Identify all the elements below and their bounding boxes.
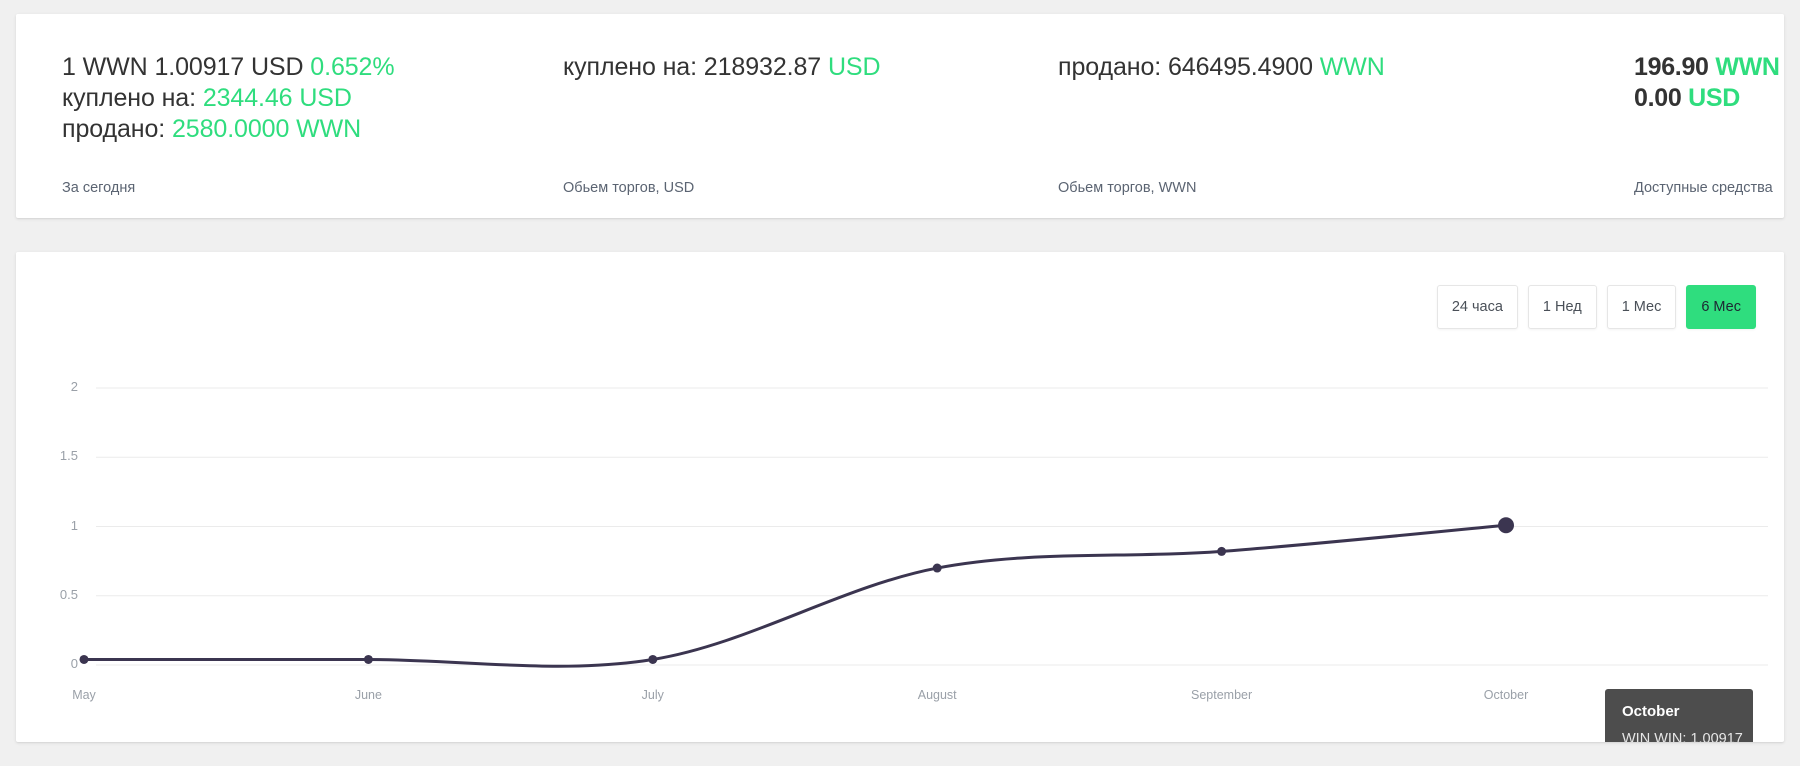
range-button-24h[interactable]: 24 часа [1436, 285, 1518, 329]
stat-today-caption: За сегодня [62, 180, 136, 196]
stat-volume-usd-values: куплено на: 218932.87 USD [563, 52, 1016, 180]
stats-card: 1 WWN 1.00917 USD 0.652% куплено на: 234… [16, 14, 1784, 218]
stat-today-line-3: продано: 2580.0000 WWN [62, 114, 516, 145]
stat-today-line-2: куплено на: 2344.46 USD [62, 83, 516, 114]
chart-data-point[interactable] [648, 654, 658, 664]
price-chart-svg [79, 387, 1768, 668]
chart-data-point[interactable] [79, 654, 89, 664]
y-axis-tick-label: 1 [70, 517, 78, 533]
x-axis-tick-label: August [917, 688, 957, 702]
stat-volume-usd-caption: Обьем торгов, USD [563, 180, 695, 196]
stat-funds-wwn-currency: WWN [1715, 53, 1780, 81]
stat-volume-wwn-caption: Обьем торгов, WWN [1058, 180, 1197, 196]
stat-available-funds: 196.90 WWN 0.00 USD Доступные средства [1516, 14, 1784, 218]
range-button-1week[interactable]: 1 Нед [1527, 285, 1597, 329]
stat-volume-wwn-currency: WWN [1319, 53, 1385, 81]
range-button-1month[interactable]: 1 Мес [1606, 285, 1677, 329]
stat-funds-usd-currency: USD [1688, 84, 1740, 112]
x-axis-tick-label: October [1483, 688, 1529, 702]
y-axis-tick-label: 0 [70, 656, 78, 671]
chart-card: 24 часа 1 Нед 1 Мес 6 Мес 0 0.5 1 1.5 2 May J… [16, 252, 1784, 742]
y-axis-tick-label: 0.5 [59, 586, 78, 602]
stat-today-rate: 1 WWN 1.00917 USD [62, 53, 311, 81]
stat-volume-usd: куплено на: 218932.87 USD Обьем торгов, … [516, 14, 1016, 218]
x-axis-tick-label: June [354, 688, 382, 702]
stat-today-sold-label: продано: [62, 115, 172, 143]
x-axis-tick-label: September [1191, 688, 1253, 702]
stat-volume-usd-currency: USD [827, 53, 881, 81]
chart-tooltip-title: October [1622, 703, 1680, 720]
stat-available-funds-caption: Доступные средства [1634, 180, 1773, 196]
stat-volume-wwn: продано: 646495.4900 WWN Обьем торгов, W… [1016, 14, 1516, 218]
chart-tooltip: October WIN WIN: 1.00917 [1605, 689, 1753, 742]
stat-available-funds-values: 196.90 WWN 0.00 USD [1634, 52, 1784, 180]
stat-volume-wwn-values: продано: 646495.4900 WWN [1058, 52, 1516, 180]
stat-today-line-1: 1 WWN 1.00917 USD 0.652% [62, 52, 516, 83]
chart-tooltip-value: WIN WIN: 1.00917 [1622, 731, 1743, 742]
chart-line-series [82, 523, 1508, 668]
stat-today-values: 1 WWN 1.00917 USD 0.652% куплено на: 234… [62, 52, 516, 180]
chart-data-point[interactable] [363, 654, 373, 664]
x-axis-tick-label: July [641, 688, 664, 702]
chart-data-point[interactable] [932, 563, 942, 573]
stat-funds-line-2: 0.00 USD [1634, 83, 1784, 114]
stat-today-change: 0.652% [310, 53, 395, 81]
time-range-button-group: 24 часа 1 Нед 1 Мес 6 Мес [1436, 285, 1756, 329]
stat-today-sold-value: 2580.0000 WWN [172, 115, 362, 143]
stat-volume-usd-text: куплено на: 218932.87 [563, 53, 828, 81]
stat-volume-wwn-line-1: продано: 646495.4900 WWN [1058, 52, 1516, 83]
x-axis-tick-label: May [72, 688, 96, 702]
stat-today-bought-label: куплено на: [62, 84, 203, 112]
chart-data-point[interactable] [1498, 517, 1514, 534]
stat-volume-usd-line-1: куплено на: 218932.87 USD [563, 52, 1016, 83]
range-button-6months[interactable]: 6 Мес [1686, 285, 1756, 329]
stat-today-bought-value: 2344.46 USD [202, 84, 352, 112]
stat-funds-usd-amount: 0.00 [1634, 84, 1689, 112]
chart-data-point[interactable] [1217, 546, 1227, 556]
stat-funds-line-1: 196.90 WWN [1634, 52, 1784, 83]
stat-volume-wwn-text: продано: 646495.4900 [1058, 53, 1320, 81]
y-axis-tick-label: 2 [70, 379, 78, 394]
stat-today: 1 WWN 1.00917 USD 0.652% куплено на: 234… [16, 14, 516, 218]
y-axis-tick-label: 1.5 [59, 448, 78, 464]
stat-funds-wwn-amount: 196.90 [1634, 53, 1716, 81]
price-chart[interactable]: 0 0.5 1 1.5 2 May June July August September Octo… [16, 252, 1784, 742]
